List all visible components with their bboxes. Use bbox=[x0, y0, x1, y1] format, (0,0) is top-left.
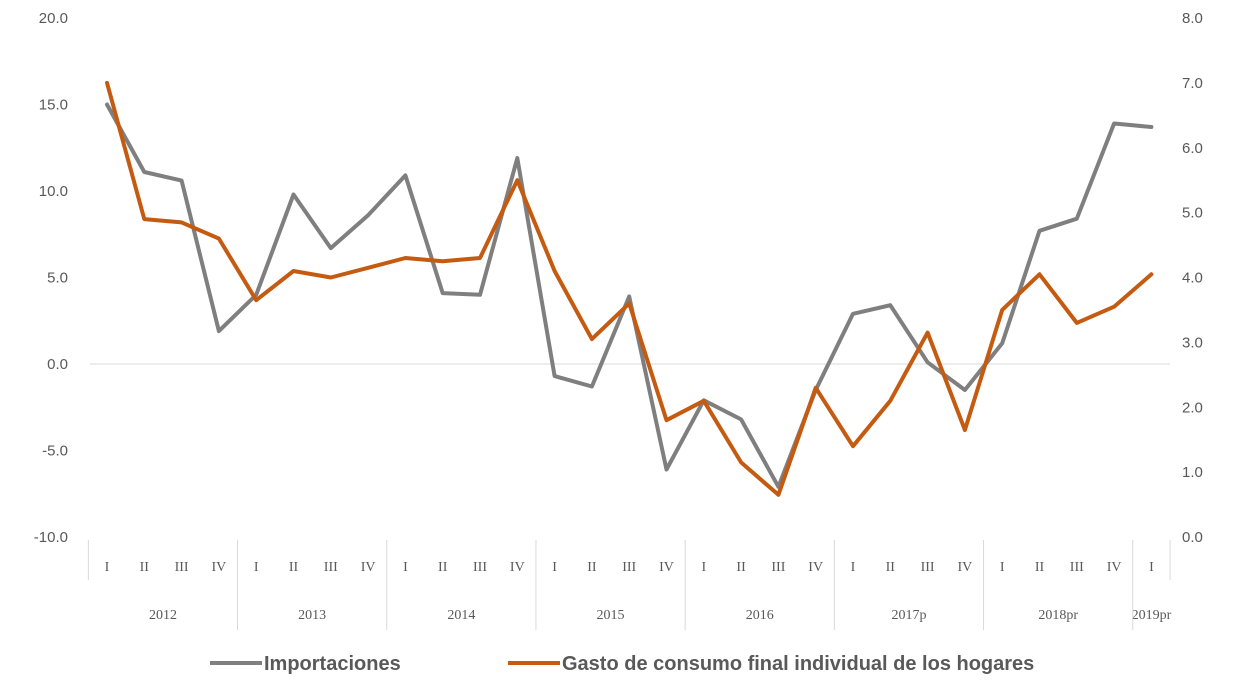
left-tick-label: 10.0 bbox=[39, 183, 68, 200]
quarter-label: IV bbox=[510, 560, 525, 575]
quarter-label: IV bbox=[659, 560, 674, 575]
right-tick-label: 7.0 bbox=[1182, 75, 1203, 92]
right-tick-label: 8.0 bbox=[1182, 10, 1203, 27]
year-label: 2019pr bbox=[1132, 608, 1172, 623]
series-lines bbox=[105, 80, 1154, 497]
quarter-label: I bbox=[552, 560, 557, 575]
right-tick-label: 2.0 bbox=[1182, 399, 1203, 416]
quarter-label: II bbox=[736, 560, 746, 575]
quarter-label: I bbox=[105, 560, 110, 575]
quarter-label: I bbox=[851, 560, 856, 575]
quarter-label: III bbox=[921, 560, 935, 575]
series-line-importaciones bbox=[105, 102, 1154, 489]
quarter-label: IV bbox=[1107, 560, 1122, 575]
quarter-label: I bbox=[701, 560, 706, 575]
left-tick-label: -5.0 bbox=[42, 443, 68, 460]
quarter-label: III bbox=[473, 560, 487, 575]
quarter-label: III bbox=[1070, 560, 1084, 575]
quarter-label: II bbox=[140, 560, 150, 575]
quarter-label: II bbox=[587, 560, 597, 575]
quarter-label: II bbox=[1035, 560, 1045, 575]
quarter-label: II bbox=[289, 560, 299, 575]
quarter-label: IV bbox=[361, 560, 376, 575]
quarter-label: I bbox=[1000, 560, 1005, 575]
year-label: 2014 bbox=[447, 608, 475, 623]
quarter-label: III bbox=[771, 560, 785, 575]
left-tick-label: 20.0 bbox=[39, 10, 68, 27]
quarter-label: I bbox=[254, 560, 259, 575]
quarter-label: IV bbox=[212, 560, 227, 575]
quarter-label: III bbox=[622, 560, 636, 575]
right-y-axis: 0.0 1.0 2.0 3.0 4.0 5.0 6.0 7.0 8.0 bbox=[1182, 10, 1203, 546]
left-tick-label: 15.0 bbox=[39, 97, 68, 114]
left-tick-label: 0.0 bbox=[47, 356, 68, 373]
year-label: 2017p bbox=[891, 608, 926, 623]
quarter-label: IV bbox=[808, 560, 823, 575]
right-tick-label: 5.0 bbox=[1182, 205, 1203, 222]
right-tick-label: 1.0 bbox=[1182, 464, 1203, 481]
right-tick-label: 6.0 bbox=[1182, 140, 1203, 157]
legend-label-importaciones: Importaciones bbox=[264, 653, 401, 675]
quarter-label: III bbox=[324, 560, 338, 575]
quarter-label: I bbox=[1149, 560, 1154, 575]
legend-label-gasto: Gasto de consumo final individual de los… bbox=[562, 653, 1034, 675]
year-label: 2015 bbox=[597, 608, 625, 623]
left-y-axis: -10.0 -5.0 0.0 5.0 10.0 15.0 20.0 bbox=[34, 10, 68, 546]
quarter-label: II bbox=[886, 560, 896, 575]
quarter-label: I bbox=[403, 560, 408, 575]
year-label: 2013 bbox=[298, 608, 326, 623]
right-tick-label: 3.0 bbox=[1182, 334, 1203, 351]
left-tick-label: -10.0 bbox=[34, 529, 68, 546]
legend: Importaciones Gasto de consumo final ind… bbox=[210, 653, 1034, 675]
year-label: 2018pr bbox=[1038, 608, 1078, 623]
left-tick-label: 5.0 bbox=[47, 270, 68, 287]
quarter-label: IV bbox=[958, 560, 973, 575]
quarter-label: III bbox=[175, 560, 189, 575]
quarter-label: II bbox=[438, 560, 448, 575]
series-line-gasto bbox=[105, 80, 1154, 497]
right-tick-label: 4.0 bbox=[1182, 270, 1203, 287]
right-tick-label: 0.0 bbox=[1182, 529, 1203, 546]
year-label: 2012 bbox=[149, 608, 177, 623]
year-label: 2016 bbox=[746, 608, 774, 623]
